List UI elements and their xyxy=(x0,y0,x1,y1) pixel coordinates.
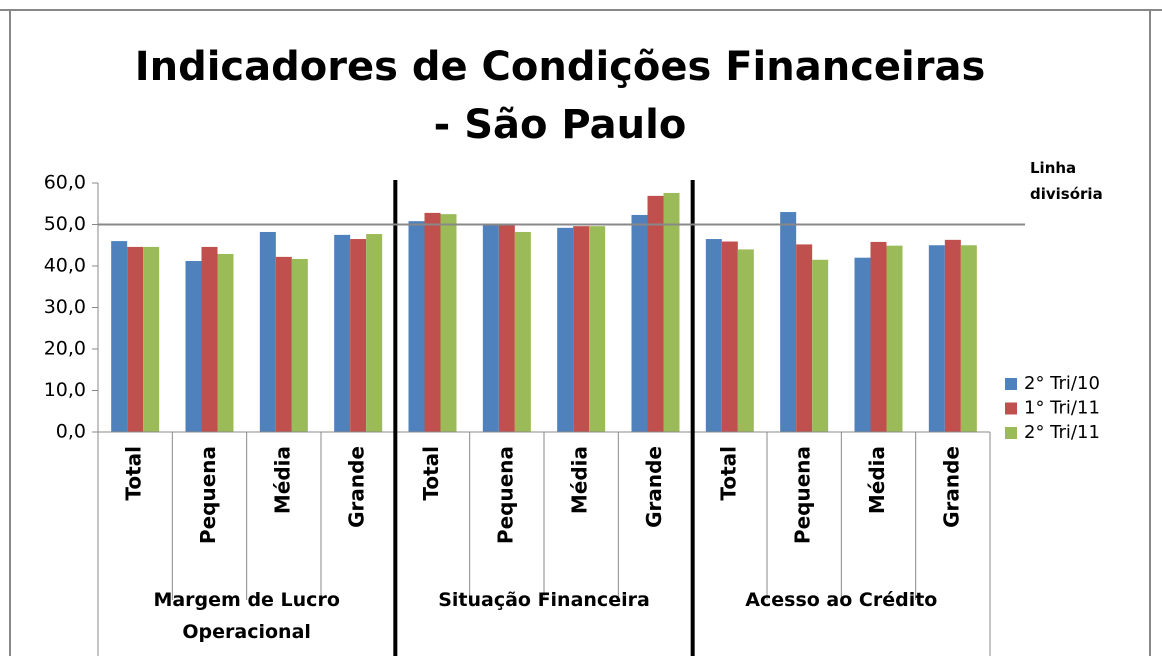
y-tick-label: 60,0 xyxy=(44,172,86,194)
legend-swatch xyxy=(1005,402,1017,415)
bar xyxy=(185,261,202,432)
y-tick-label: 0,0 xyxy=(56,421,86,443)
bar xyxy=(663,192,680,432)
bar xyxy=(514,231,531,432)
bar xyxy=(944,239,961,432)
bar xyxy=(928,245,945,432)
bar xyxy=(631,214,648,432)
bar xyxy=(573,226,590,432)
bar xyxy=(886,245,903,432)
bar xyxy=(647,195,664,432)
bar xyxy=(812,259,829,432)
bar xyxy=(127,246,144,432)
x-tick-label: Pequena xyxy=(196,446,220,544)
chart-title: Indicadores de Condições Financeiras - S… xyxy=(134,44,986,148)
bar xyxy=(780,212,797,432)
group-label: Margem de Lucro Operacional xyxy=(153,589,340,643)
x-tick-label: Grande xyxy=(642,446,666,528)
bar xyxy=(201,246,218,432)
bar xyxy=(259,231,276,432)
legend-label: 1° Tri/11 xyxy=(1024,398,1100,419)
y-tick-label: 50,0 xyxy=(44,213,86,235)
bar xyxy=(334,234,351,432)
legend-label: 2° Tri/10 xyxy=(1024,373,1100,394)
legend-swatch xyxy=(1005,378,1017,390)
divider-label: Linha divisória xyxy=(1030,159,1103,203)
bar xyxy=(796,244,813,432)
x-tick-label: Total xyxy=(122,446,146,501)
x-tick-label: Grande xyxy=(345,446,369,528)
legend-label: 2° Tri/11 xyxy=(1024,422,1100,443)
bar xyxy=(870,241,887,432)
bar xyxy=(721,241,738,432)
x-tick-label: Total xyxy=(716,446,740,501)
bar xyxy=(557,227,574,432)
y-tick-label: 40,0 xyxy=(44,255,86,277)
legend-swatch xyxy=(1005,427,1017,439)
x-tick-label: Média xyxy=(270,446,294,514)
x-tick-label: Pequena xyxy=(493,446,517,544)
bar xyxy=(366,234,383,432)
y-tick-label: 20,0 xyxy=(44,338,86,360)
group-label: Situação Financeira xyxy=(438,589,650,611)
y-tick-label: 30,0 xyxy=(44,296,86,318)
bar xyxy=(498,224,515,432)
bar xyxy=(291,258,308,432)
bar xyxy=(589,226,606,432)
x-tick-label: Grande xyxy=(939,446,963,528)
bar xyxy=(408,221,425,432)
bar xyxy=(440,214,457,432)
bar xyxy=(960,245,977,432)
x-tick-label: Média xyxy=(568,446,592,514)
bar xyxy=(111,241,128,432)
x-tick-label: Média xyxy=(865,446,889,514)
bar xyxy=(705,239,722,432)
group-label: Acesso ao Crédito xyxy=(745,589,938,611)
bar xyxy=(143,246,160,432)
x-tick-label: Pequena xyxy=(791,446,815,544)
bar xyxy=(424,212,441,432)
x-tick-label: Total xyxy=(419,446,443,501)
bar xyxy=(217,253,234,432)
bar xyxy=(482,224,499,432)
bar xyxy=(350,239,367,432)
bar xyxy=(737,249,754,432)
bar xyxy=(854,257,871,432)
bar xyxy=(275,256,292,432)
y-tick-label: 10,0 xyxy=(44,379,86,401)
